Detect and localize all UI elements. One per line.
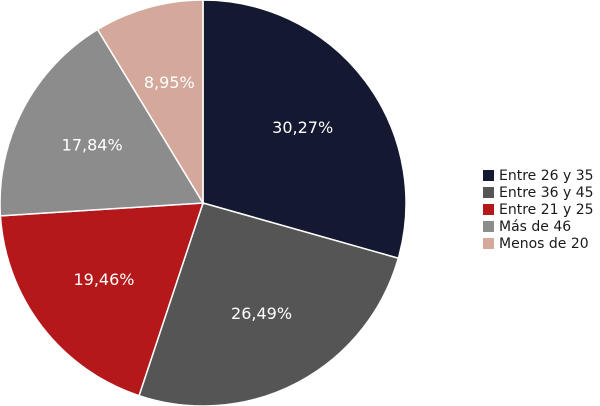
pie-slice-5 [96,0,204,206]
legend-label-4: Más de 46 [499,219,571,235]
legend-swatch-5 [483,238,494,249]
slice-label-3: 19,46% [73,270,134,289]
pie-slice-1 [202,0,407,260]
legend-label-1: Entre 26 y 35 [499,168,594,184]
slice-label-5: 8,95% [144,73,195,92]
pie-slice-4 [0,28,205,217]
pie-slices [0,0,407,406]
legend-label-5: Menos de 20 [499,236,589,252]
slice-label-2: 26,49% [231,304,292,323]
legend-swatch-1 [483,170,494,181]
legend-swatch-4 [483,221,494,232]
legend-label-3: Entre 21 y 25 [499,202,594,218]
legend-swatch-2 [483,187,494,198]
pie-slice-labels: 30,27% 26,49% 19,46% 17,84% 8,95% [62,73,334,323]
pie-slice-3 [0,202,205,397]
slice-label-1: 30,27% [272,118,333,137]
legend-swatch-3 [483,204,494,215]
legend-label-2: Entre 36 y 45 [499,185,594,201]
slice-label-4: 17,84% [62,136,123,155]
pie-slice-2 [138,202,400,406]
